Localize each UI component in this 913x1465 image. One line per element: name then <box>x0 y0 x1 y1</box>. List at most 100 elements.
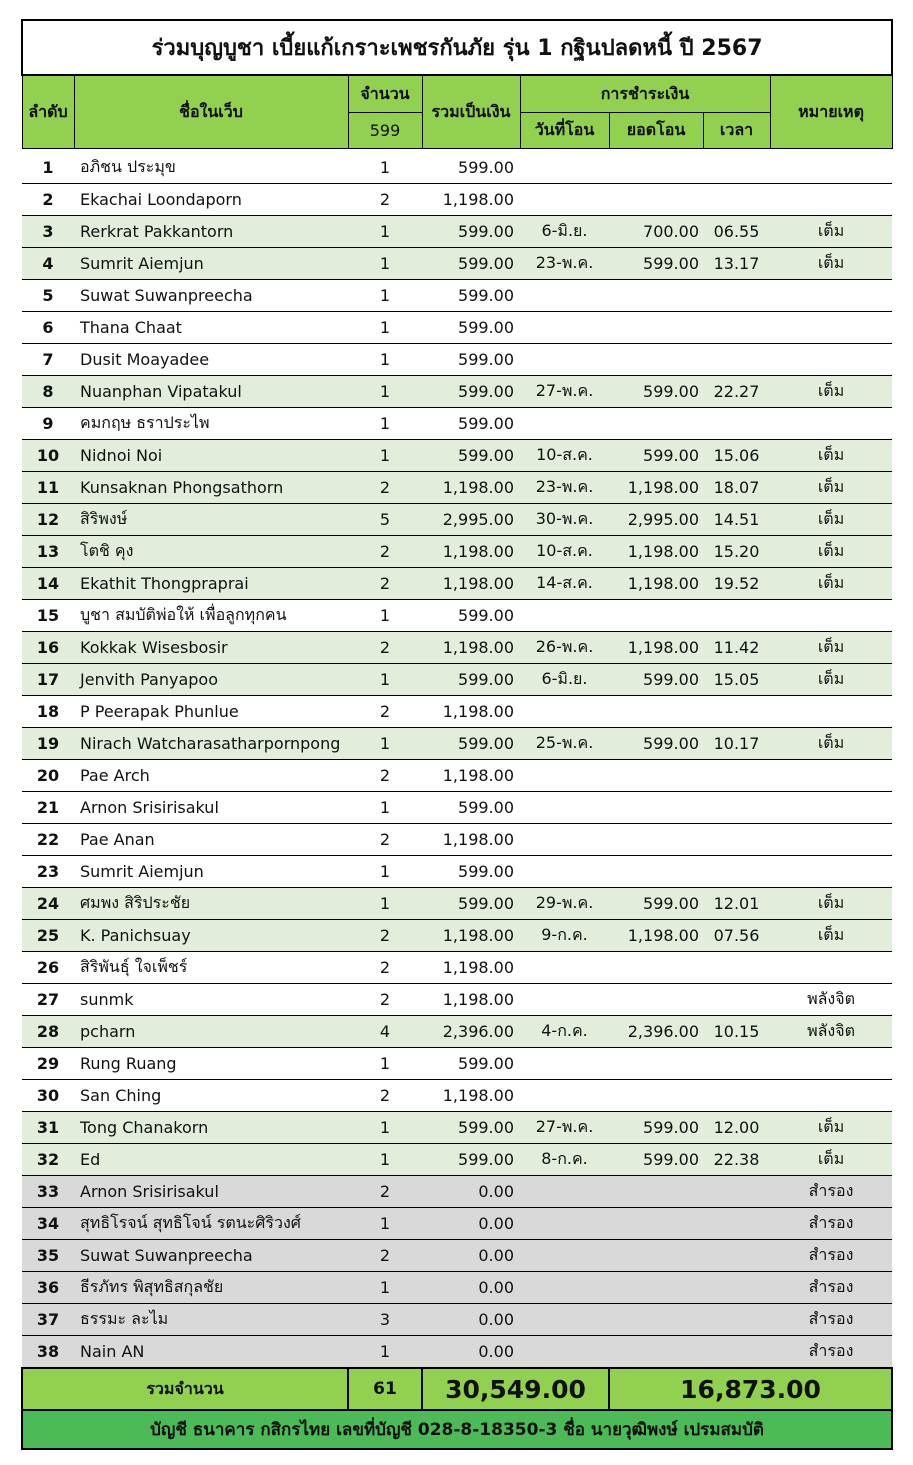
header-payment: การชำระเงิน <box>519 74 771 113</box>
table-body: 1 อภิชน ประมุข 1 599.00 2 Ekachai Loondaporn 2… <box>22 152 893 1369</box>
table-row: 9 คมกฤษ ธราประไพ 1 599.00 <box>22 407 893 440</box>
row-note: เต็ม <box>770 1111 893 1144</box>
row-date <box>520 279 609 312</box>
row-amount: 599.00 <box>422 311 520 344</box>
row-time: 15.20 <box>703 535 770 568</box>
row-time <box>703 695 770 728</box>
row-note: สำรอง <box>770 1239 893 1272</box>
row-qty: 2 <box>348 1239 422 1272</box>
row-transfer: 1,198.00 <box>609 471 703 504</box>
row-date: 10-ส.ค. <box>520 535 609 568</box>
row-date: 23-พ.ค. <box>520 247 609 280</box>
row-amount: 599.00 <box>422 887 520 920</box>
table-row: 20 Pae Arch 2 1,198.00 <box>22 759 893 792</box>
row-number: 19 <box>22 727 74 760</box>
row-number: 24 <box>22 887 74 920</box>
header-note: หมายเหตุ <box>769 74 893 149</box>
row-name: Pae Anan <box>74 823 348 856</box>
row-qty: 1 <box>348 215 422 248</box>
row-note: สำรอง <box>770 1335 893 1369</box>
row-note <box>770 311 893 344</box>
row-amount: 1,198.00 <box>422 183 520 216</box>
row-amount: 0.00 <box>422 1303 520 1336</box>
row-amount: 1,198.00 <box>422 631 520 664</box>
row-time: 19.52 <box>703 567 770 600</box>
row-qty: 1 <box>348 152 422 184</box>
header-no: ลำดับ <box>21 74 75 149</box>
row-transfer <box>609 855 703 888</box>
row-name: Ekachai Loondaporn <box>74 183 348 216</box>
row-number: 3 <box>22 215 74 248</box>
row-note <box>770 855 893 888</box>
row-number: 12 <box>22 503 74 536</box>
row-number: 21 <box>22 791 74 824</box>
row-name: สิริพงษ์ <box>74 503 348 536</box>
row-transfer: 1,198.00 <box>609 919 703 952</box>
row-transfer: 599.00 <box>609 247 703 280</box>
row-date <box>520 1303 609 1336</box>
row-amount: 599.00 <box>422 663 520 696</box>
row-name: Sumrit Aiemjun <box>74 855 348 888</box>
row-number: 29 <box>22 1047 74 1080</box>
row-transfer <box>609 759 703 792</box>
row-number: 22 <box>22 823 74 856</box>
row-note: เต็ม <box>770 247 893 280</box>
row-name: Pae Arch <box>74 759 348 792</box>
row-transfer <box>609 823 703 856</box>
row-time <box>703 1079 770 1112</box>
row-qty: 2 <box>348 695 422 728</box>
row-time <box>703 1239 770 1272</box>
row-note <box>770 183 893 216</box>
row-note: เต็ม <box>770 631 893 664</box>
row-number: 7 <box>22 343 74 376</box>
row-name: สุทธิโรจน์ สุทธิโจน์ รตนะศิริวงศ์ <box>74 1207 348 1240</box>
row-transfer: 599.00 <box>609 887 703 920</box>
row-note <box>770 152 893 184</box>
row-amount: 1,198.00 <box>422 983 520 1016</box>
row-note <box>770 823 893 856</box>
header-date: วันที่โอน <box>519 112 610 149</box>
row-number: 9 <box>22 407 74 440</box>
row-number: 16 <box>22 631 74 664</box>
row-qty: 4 <box>348 1015 422 1048</box>
row-date <box>520 1239 609 1272</box>
table-row: 30 San Ching 2 1,198.00 <box>22 1079 893 1112</box>
row-transfer <box>609 983 703 1016</box>
row-amount: 1,198.00 <box>422 471 520 504</box>
row-date: 26-พ.ค. <box>520 631 609 664</box>
row-transfer <box>609 1079 703 1112</box>
row-amount: 599.00 <box>422 279 520 312</box>
row-transfer <box>609 951 703 984</box>
totals-row: รวมจำนวน 61 30,549.00 16,873.00 <box>21 1367 894 1411</box>
table-row: 16 Kokkak Wisesbosir 2 1,198.00 26-พ.ค. 1,198… <box>22 631 893 664</box>
row-note: เต็ม <box>770 727 893 760</box>
row-number: 26 <box>22 951 74 984</box>
row-transfer: 2,396.00 <box>609 1015 703 1048</box>
row-time: 06.55 <box>703 215 770 248</box>
row-qty: 1 <box>348 439 422 472</box>
row-amount: 1,198.00 <box>422 567 520 600</box>
row-number: 4 <box>22 247 74 280</box>
row-name: Ed <box>74 1143 348 1176</box>
row-date: 23-พ.ค. <box>520 471 609 504</box>
row-amount: 599.00 <box>422 152 520 184</box>
row-time: 12.01 <box>703 887 770 920</box>
row-transfer: 599.00 <box>609 375 703 408</box>
row-amount: 0.00 <box>422 1271 520 1304</box>
bank-row: บัญชี ธนาคาร กสิกรไทย เลขที่บัญชี 028-8-… <box>20 1409 894 1450</box>
row-date <box>520 343 609 376</box>
row-amount: 1,198.00 <box>422 951 520 984</box>
row-time <box>703 183 770 216</box>
row-transfer: 599.00 <box>609 1143 703 1176</box>
header-qty: จำนวน <box>347 74 423 113</box>
title-row: ร่วมบุญบูชา เบี้ยแก้เกราะเพชรกันภัย รุ่น… <box>20 19 894 76</box>
row-date <box>520 1271 609 1304</box>
row-number: 14 <box>22 567 74 600</box>
row-note <box>770 791 893 824</box>
row-note: เต็ม <box>770 887 893 920</box>
row-time <box>703 152 770 184</box>
row-note: เต็ม <box>770 919 893 952</box>
row-name: Tong Chanakorn <box>74 1111 348 1144</box>
row-date: 8-ก.ค. <box>520 1143 609 1176</box>
row-transfer: 2,995.00 <box>609 503 703 536</box>
